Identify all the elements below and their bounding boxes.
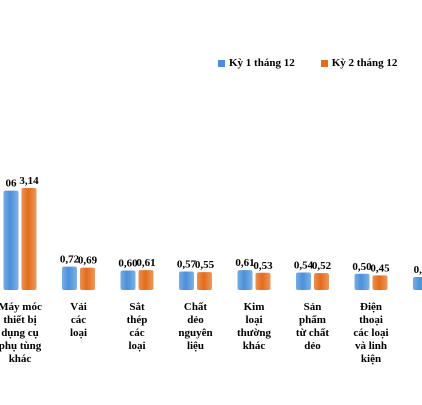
- category-label-2-line-1: Vải: [70, 301, 87, 313]
- bar-2-1: [21, 188, 37, 290]
- category-label-6-line-3: từ chất: [296, 327, 330, 339]
- category-label-6-line-4: dẻo: [304, 340, 321, 352]
- category-label-4-line-4: liệu: [187, 340, 204, 352]
- data-label-2-7: 0,45: [370, 262, 390, 274]
- bar-1-4: [179, 271, 194, 290]
- data-label-2-4: 0,55: [195, 259, 215, 271]
- legend-swatch-series-2: [320, 59, 328, 67]
- legend-item-series-1: Kỳ 1 tháng 12: [218, 57, 295, 69]
- legend-swatch-series-1: [218, 59, 225, 67]
- category-label-1-line-2: thiết bị: [3, 314, 36, 326]
- legend-item-series-2: Kỳ 2 tháng 12: [320, 57, 398, 69]
- data-label-2-3: 0,61: [136, 257, 155, 269]
- category-label-5-line-3: thường: [237, 327, 272, 339]
- category-label-2-line-2: các: [71, 314, 86, 326]
- category-label-3-line-3: các: [129, 327, 144, 339]
- category-label-2-line-3: loại: [70, 327, 87, 339]
- data-label-1-2: 0,72: [60, 254, 80, 266]
- category-label-7-line-1: Điện: [360, 301, 382, 313]
- data-label-2-5: 0,53: [253, 260, 273, 272]
- data-label-2-1: 3,14: [19, 175, 39, 187]
- category-label-7-line-5: kiện: [361, 353, 381, 365]
- bar-2-5: [255, 272, 271, 290]
- category-label-3-line-4: loại: [128, 340, 145, 352]
- category-label-1-line-3: dụng cụ: [1, 327, 39, 339]
- data-label-2-2: 0,69: [78, 255, 98, 267]
- bar-2-2: [80, 267, 95, 290]
- data-label-1-3: 0,60: [118, 258, 138, 270]
- bar-1-6: [296, 272, 311, 290]
- data-label-2-6: 0,52: [312, 260, 332, 272]
- bar-1-7: [354, 273, 370, 290]
- data-label-1-5: 0,61: [235, 257, 254, 269]
- category-label-4-line-2: dẻo: [187, 314, 204, 326]
- bar-2-7: [372, 275, 388, 290]
- category-label-1-line-4: phụ tùng: [0, 340, 42, 352]
- bar-1-3: [120, 270, 136, 290]
- category-label-4-line-1: Chất: [184, 301, 208, 313]
- category-label-5-line-1: Kim: [244, 301, 265, 313]
- category-label-7-line-2: thoại: [359, 314, 383, 326]
- data-label-1-1: 06: [6, 178, 18, 190]
- bar-1-1: [3, 190, 19, 290]
- data-label-1-4: 0,57: [177, 258, 197, 270]
- category-label-4-line-3: nguyên: [178, 327, 212, 339]
- data-label-1-6: 0,54: [294, 259, 314, 271]
- category-label-5-line-2: loại: [245, 314, 262, 326]
- legend: Kỳ 1 tháng 12 Kỳ 2 tháng 12: [218, 57, 397, 69]
- category-label-1-line-1: Máy móc: [0, 301, 42, 313]
- legend-label-series-2: Kỳ 2 tháng 12: [331, 57, 398, 69]
- bar-2-4: [197, 272, 212, 290]
- legend-label-series-1: Kỳ 1 tháng 12: [229, 57, 295, 69]
- category-label-3-line-1: Sắt: [129, 301, 145, 313]
- category-label-1-line-5: khác: [9, 353, 32, 365]
- bar-1-5: [237, 270, 253, 290]
- bar-1-2: [62, 266, 77, 290]
- bar-1-8: [413, 277, 422, 290]
- category-label-7-line-3: các loại: [353, 327, 388, 339]
- data-label-1-7: 0,50: [352, 261, 372, 273]
- category-label-6-line-2: phẩm: [299, 314, 326, 326]
- bar-2-6: [314, 273, 329, 290]
- category-label-3-line-2: thép: [127, 314, 148, 326]
- category-label-6-line-1: Sản: [304, 301, 322, 313]
- category-label-5-line-4: khác: [243, 340, 266, 352]
- bar-2-3: [138, 270, 154, 290]
- data-label-1-8: 0,4: [414, 264, 422, 276]
- category-label-7-line-4: và linh: [355, 340, 387, 352]
